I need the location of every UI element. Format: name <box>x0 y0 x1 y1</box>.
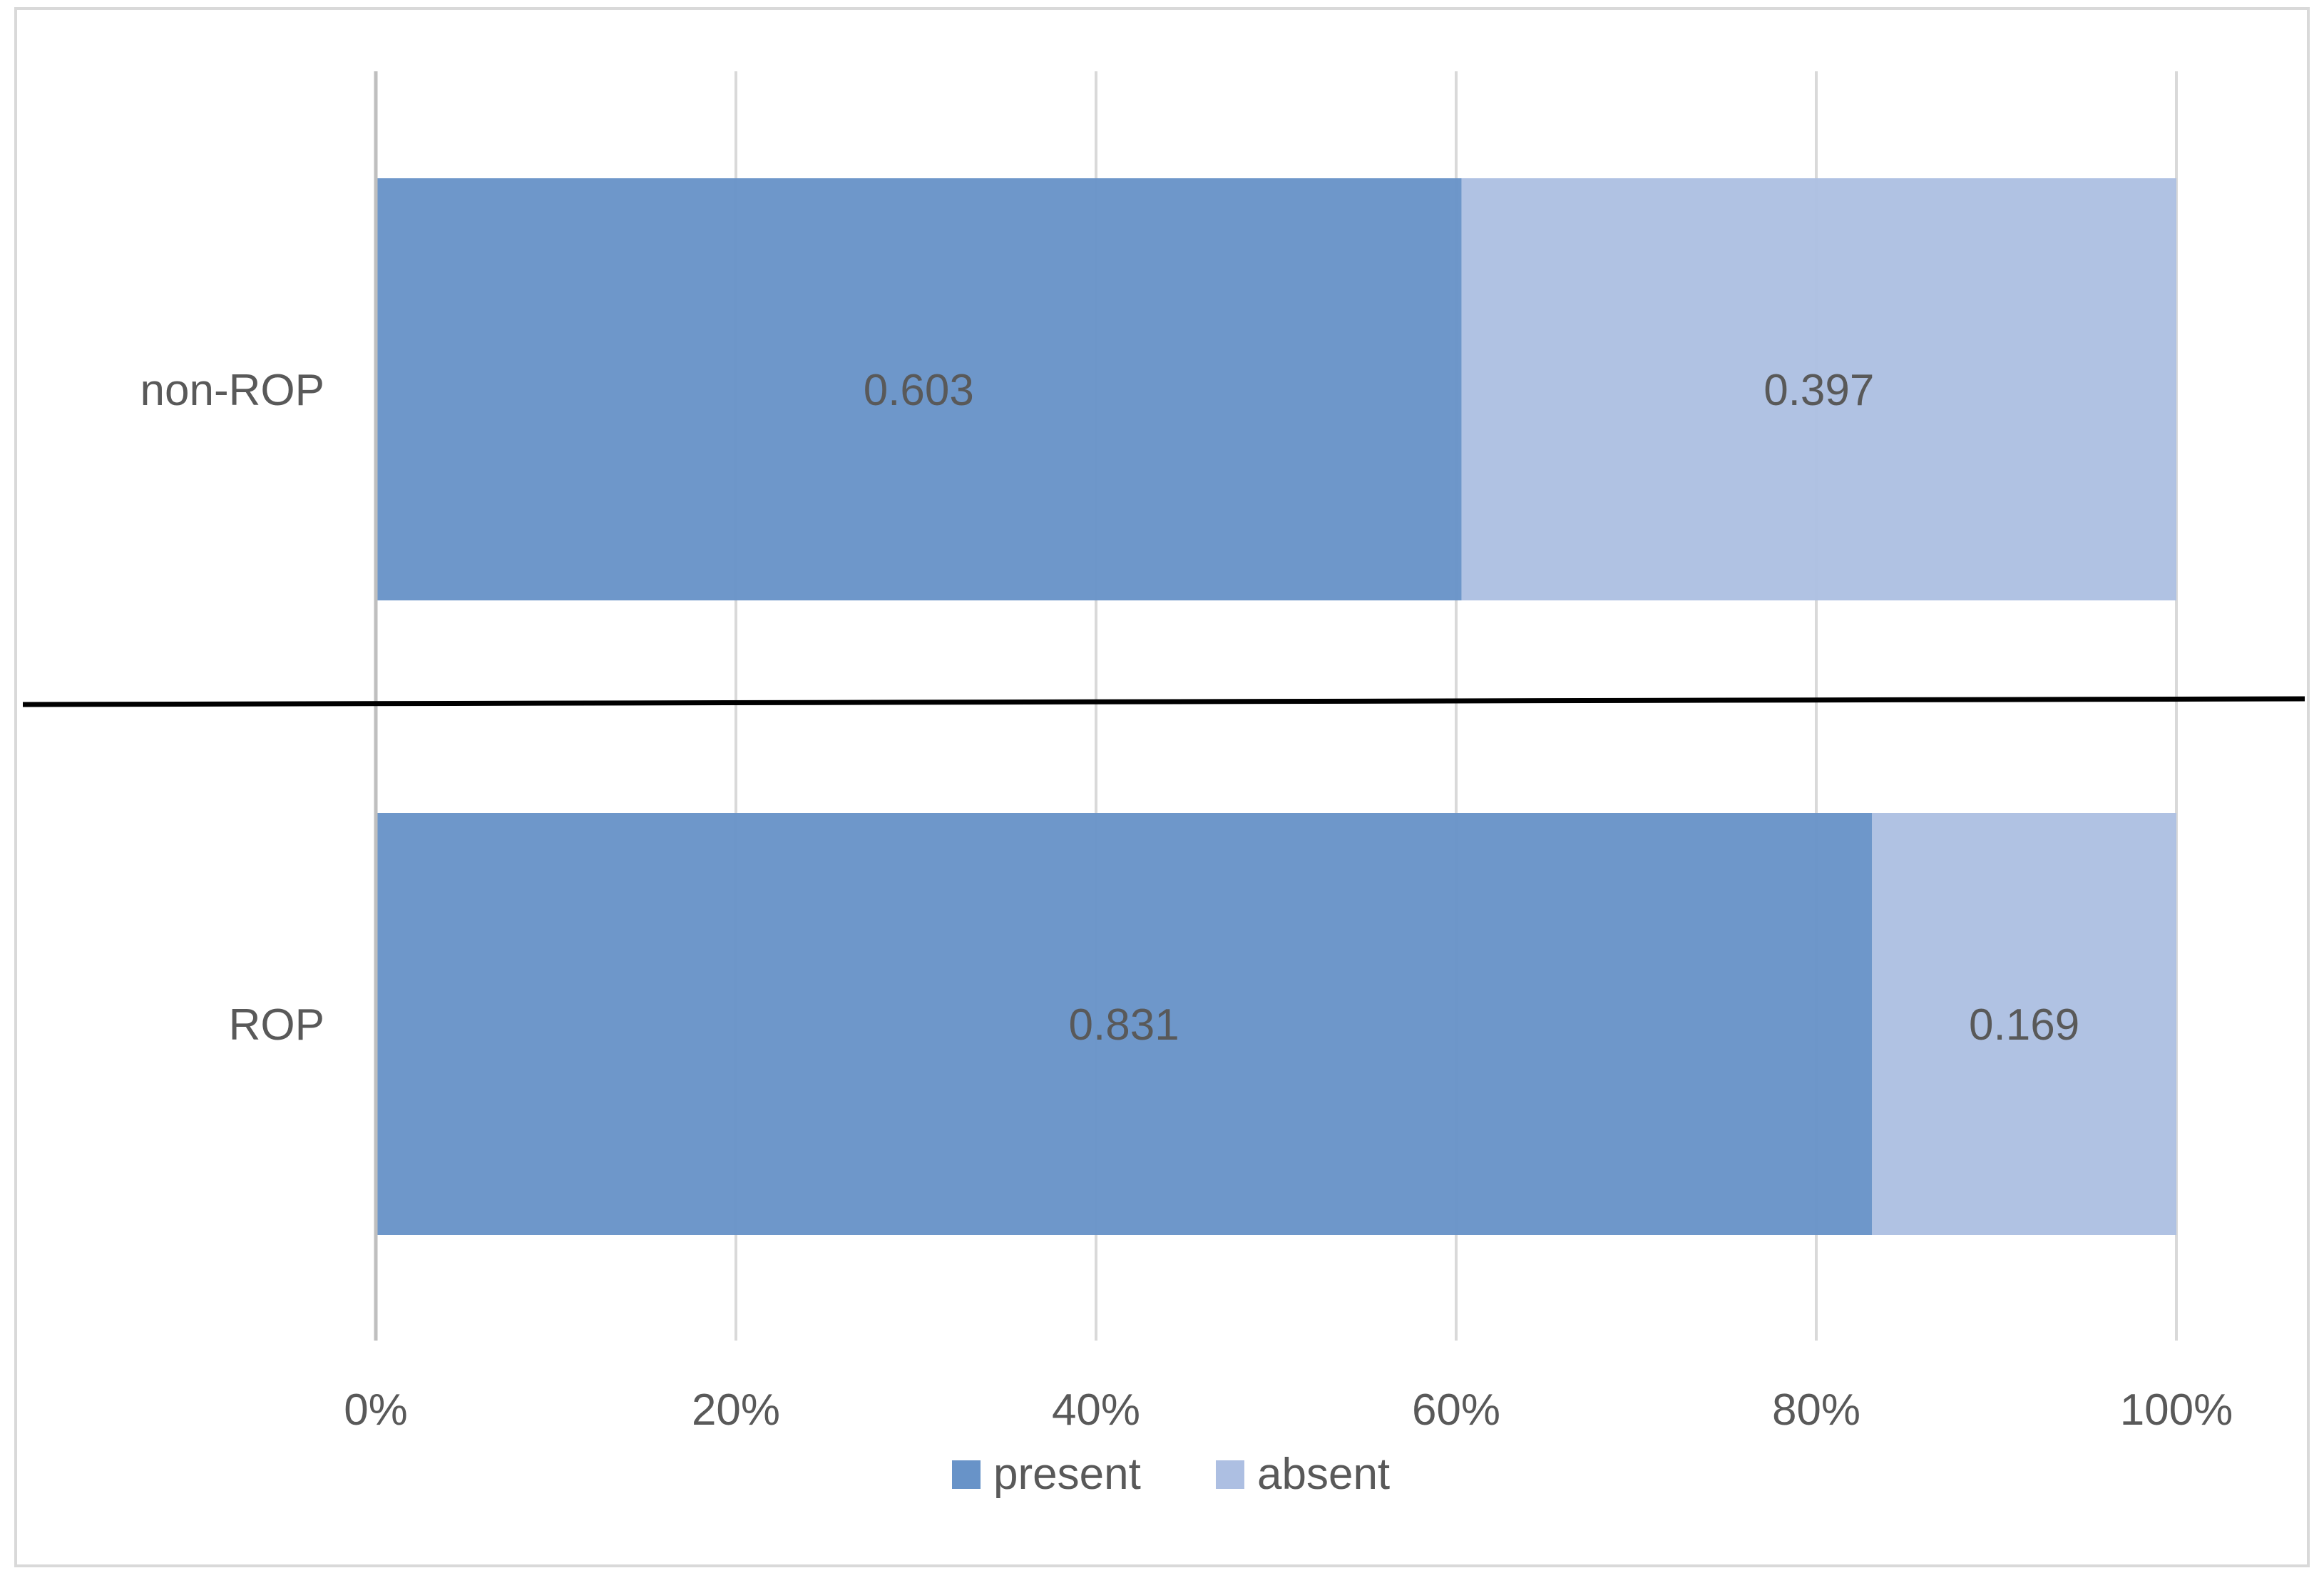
labels: 0% 20% 40% 60% 80% 100% 0.603 0.397 non-ROP 0.831… <box>140 366 2233 1435</box>
legend-swatch-absent <box>1216 1460 1244 1489</box>
x-tick-label-4: 80% <box>1772 1385 1860 1435</box>
bar-absent-non-ROP <box>1461 178 2176 600</box>
legend-label-absent: absent <box>1257 1450 1390 1499</box>
data-label-present-ROP: 0.831 <box>1069 1000 1179 1050</box>
x-tick-label-3: 60% <box>1412 1385 1500 1435</box>
category-label-non-ROP: non-ROP <box>140 366 324 415</box>
axes <box>22 71 2305 1341</box>
legend-swatch-present <box>952 1460 981 1489</box>
data-label-absent-ROP: 0.169 <box>1969 1000 2079 1050</box>
bars <box>376 178 2176 1235</box>
legend: present absent <box>952 1450 1390 1499</box>
x-tick-label-0: 0% <box>344 1385 408 1435</box>
legend-label-present: present <box>993 1450 1141 1499</box>
category-label-ROP: ROP <box>229 1000 324 1050</box>
bar-present-non-ROP <box>376 178 1462 600</box>
bar-present-ROP <box>376 813 1873 1235</box>
x-tick-label-2: 40% <box>1052 1385 1140 1435</box>
bar-absent-ROP <box>1872 813 2176 1235</box>
data-label-present-non-ROP: 0.603 <box>864 366 974 415</box>
x-tick-label-5: 100% <box>2120 1385 2233 1435</box>
x-tick-label-1: 20% <box>692 1385 780 1435</box>
category-separator-line <box>22 696 2305 707</box>
data-label-absent-non-ROP: 0.397 <box>1764 366 1874 415</box>
